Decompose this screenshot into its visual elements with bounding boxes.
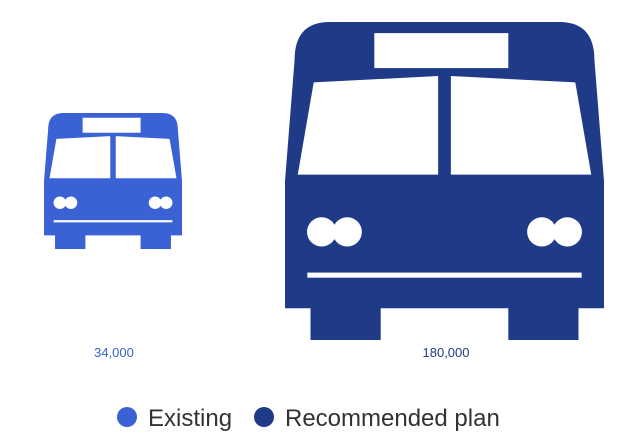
bus-shape-recommended-plan: [285, 22, 604, 340]
legend-label-recommended-plan: Recommended plan: [285, 405, 500, 432]
legend-label-existing: Existing: [148, 405, 232, 432]
value-label-recommended-plan: 180,000: [423, 345, 470, 360]
bus-pictogram-recommended-plan: [285, 22, 604, 340]
value-label-existing: 34,000: [94, 345, 134, 360]
legend: Existing Recommended plan: [117, 405, 500, 432]
legend-swatch-existing: [117, 407, 137, 427]
bus-shape-existing: [44, 113, 182, 249]
legend-swatch-recommended-plan: [254, 407, 274, 427]
bus-pictogram-existing: [44, 113, 182, 249]
